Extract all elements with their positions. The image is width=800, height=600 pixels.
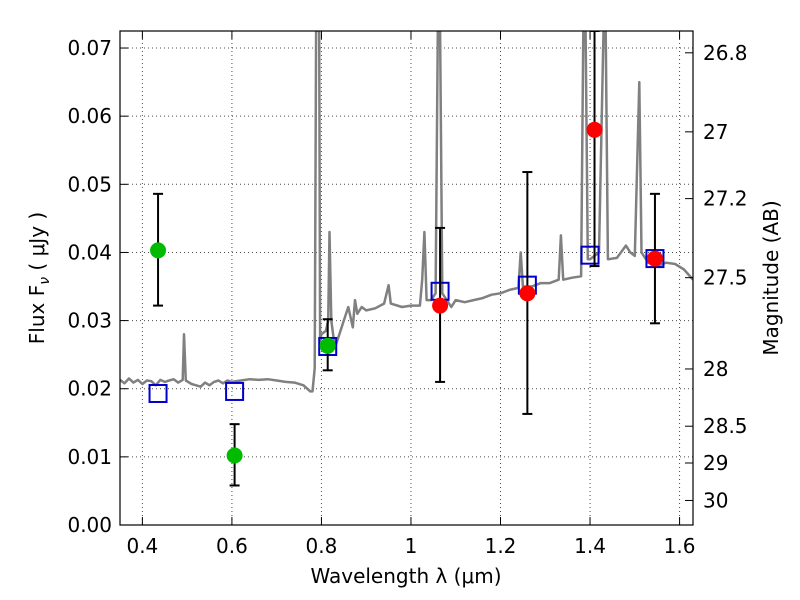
y2-tick-label: 30 [703,488,728,512]
y2-tick-label: 27.5 [703,266,748,290]
photometry-point [432,297,449,314]
data-layer [120,31,693,487]
x-tick-label: 1.2 [485,534,517,558]
y2-axis-title: Magnitude (AB) [759,200,783,355]
svg-text:Flux Fν ( μJy ): Flux Fν ( μJy ) [25,212,53,344]
model-square-marker [225,381,245,401]
y-axis-title-main: Flux F [25,285,49,344]
y-tick-label: 0.01 [67,445,112,469]
y-tick-label: 0.07 [67,36,112,60]
y2-tick-label: 27 [703,120,728,144]
y-axis-title-sub: ν [37,277,53,285]
photometry-point [646,250,663,267]
x-tick-label: 0.8 [306,534,338,558]
x-tick-label: 1 [405,534,418,558]
x-tick-label: 1.4 [574,534,606,558]
y-tick-label: 0.04 [67,240,112,264]
x-tick-label: 1.6 [664,534,696,558]
y2-tick-label: 26.8 [703,41,748,65]
photometry-point [586,121,603,138]
model-square-marker [148,383,168,403]
y2-tick-label: 29 [703,451,728,475]
model-square-marker [580,245,600,265]
y-tick-label: 0.02 [67,377,112,401]
y-tick-label: 0.00 [67,513,112,537]
y2-tick-label: 28 [703,357,728,381]
photometry-point [319,337,336,354]
y2-tick-label: 27.2 [703,187,748,211]
photometry-point [226,447,243,464]
y-tick-label: 0.03 [67,309,112,333]
y-axis-title: Flux Fν ( μJy ) [25,212,53,344]
y-tick-label: 0.05 [67,172,112,196]
x-tick-label: 0.6 [216,534,248,558]
axes: 0.4 0.6 0.8 1 1.2 1.4 1.6 0.00 0.01 0.02 0.03 0.04 0… [67,30,748,558]
photometry-point [150,242,167,259]
spectrum-line [120,31,693,393]
x-tick-label: 0.4 [126,534,158,558]
y-axis-title-unit: ( μJy ) [25,212,49,277]
x-axis-title: Wavelength λ (μm) [310,564,501,588]
photometry-point [519,285,536,302]
y2-tick-label: 28.5 [703,414,748,438]
y-tick-label: 0.06 [67,104,112,128]
